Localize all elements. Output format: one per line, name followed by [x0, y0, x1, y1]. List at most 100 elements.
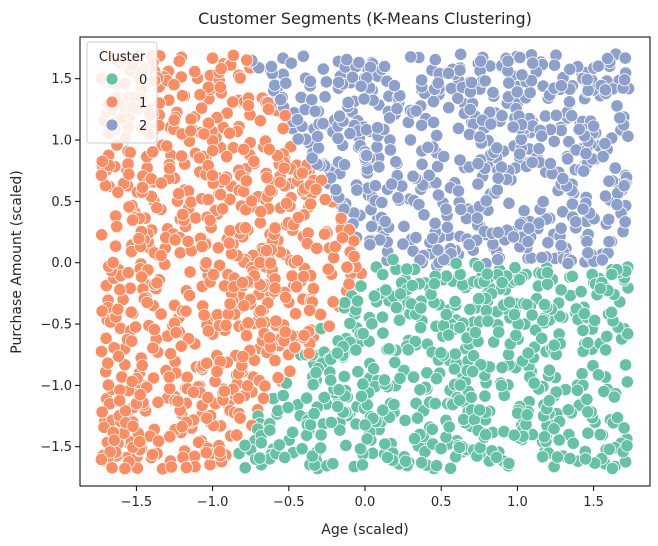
point-cluster-0	[620, 439, 634, 453]
point-cluster-0	[253, 451, 267, 465]
point-cluster-0	[565, 269, 579, 283]
point-cluster-0	[326, 457, 340, 471]
point-cluster-1	[147, 322, 161, 337]
point-cluster-2	[543, 156, 558, 171]
point-cluster-2	[409, 104, 423, 118]
point-cluster-1	[288, 307, 303, 321]
point-cluster-1	[154, 176, 168, 190]
point-cluster-1	[213, 80, 227, 94]
point-cluster-2	[579, 147, 593, 161]
point-cluster-0	[507, 428, 521, 442]
point-cluster-2	[598, 189, 613, 203]
point-cluster-1	[277, 161, 291, 175]
point-cluster-0	[610, 411, 625, 425]
point-cluster-2	[426, 231, 440, 245]
point-cluster-2	[337, 158, 352, 172]
point-cluster-1	[105, 461, 119, 475]
point-cluster-2	[350, 183, 364, 197]
point-cluster-2	[569, 215, 583, 229]
point-cluster-1	[197, 127, 211, 141]
point-cluster-2	[513, 147, 527, 161]
point-cluster-2	[580, 73, 594, 87]
point-cluster-0	[479, 427, 493, 442]
point-cluster-0	[303, 418, 318, 432]
point-cluster-1	[216, 202, 230, 216]
point-cluster-2	[390, 102, 404, 116]
point-cluster-2	[562, 95, 577, 109]
point-cluster-2	[565, 109, 579, 123]
point-cluster-2	[332, 109, 347, 123]
point-cluster-2	[364, 219, 379, 233]
point-cluster-2	[491, 253, 505, 267]
point-cluster-0	[366, 362, 381, 376]
legend: Cluster 0 1 2	[86, 41, 158, 144]
point-cluster-0	[604, 305, 619, 319]
point-cluster-0	[605, 267, 619, 281]
point-cluster-1	[126, 419, 140, 433]
point-cluster-1	[101, 356, 115, 370]
point-cluster-1	[278, 325, 292, 339]
point-cluster-1	[133, 435, 147, 449]
point-cluster-1	[179, 460, 193, 475]
point-cluster-2	[602, 174, 616, 188]
point-cluster-2	[431, 76, 445, 90]
point-cluster-0	[343, 316, 357, 330]
x-tick-label: 1.5	[583, 495, 604, 510]
point-cluster-1	[199, 446, 213, 460]
y-tick-label: 0.0	[51, 256, 72, 271]
point-cluster-0	[388, 355, 402, 369]
point-cluster-2	[384, 177, 399, 191]
point-cluster-1	[193, 88, 207, 102]
point-cluster-0	[605, 461, 620, 476]
point-cluster-2	[308, 104, 322, 118]
point-cluster-1	[175, 89, 190, 103]
point-cluster-1	[240, 329, 254, 343]
point-cluster-1	[195, 239, 209, 254]
point-cluster-2	[602, 212, 616, 226]
point-cluster-0	[406, 370, 421, 384]
point-cluster-1	[241, 379, 255, 393]
point-cluster-1	[254, 205, 268, 219]
point-cluster-1	[262, 142, 276, 156]
point-cluster-1	[222, 236, 236, 250]
point-cluster-1	[132, 232, 146, 246]
point-cluster-0	[410, 411, 425, 425]
point-cluster-0	[330, 346, 344, 360]
point-cluster-1	[321, 262, 335, 276]
point-cluster-0	[434, 441, 448, 456]
point-cluster-0	[354, 279, 368, 293]
point-cluster-0	[413, 383, 427, 397]
point-cluster-0	[535, 450, 550, 464]
point-cluster-2	[610, 198, 624, 212]
point-cluster-1	[95, 154, 109, 168]
point-cluster-1	[258, 379, 272, 393]
point-cluster-2	[491, 171, 505, 185]
point-cluster-2	[535, 129, 549, 143]
point-cluster-1	[95, 228, 109, 242]
point-cluster-2	[513, 50, 527, 65]
point-cluster-2	[490, 183, 504, 197]
point-cluster-0	[600, 329, 614, 343]
point-cluster-0	[367, 289, 381, 303]
point-cluster-1	[183, 265, 197, 279]
point-cluster-1	[189, 211, 203, 225]
point-cluster-0	[332, 383, 346, 397]
point-cluster-0	[593, 427, 607, 442]
point-cluster-0	[550, 450, 565, 464]
point-cluster-2	[430, 160, 445, 174]
point-cluster-2	[359, 123, 374, 137]
point-cluster-0	[350, 294, 365, 308]
point-cluster-1	[253, 216, 267, 230]
point-cluster-2	[541, 236, 555, 250]
point-cluster-2	[563, 62, 577, 76]
point-cluster-1	[180, 370, 194, 384]
point-cluster-2	[279, 76, 293, 90]
point-cluster-0	[276, 388, 290, 403]
point-cluster-0	[407, 432, 422, 446]
point-cluster-2	[464, 75, 479, 90]
point-cluster-0	[337, 369, 351, 384]
point-cluster-1	[206, 267, 221, 282]
point-cluster-2	[478, 74, 492, 88]
point-cluster-2	[554, 221, 568, 235]
point-cluster-0	[537, 297, 552, 312]
